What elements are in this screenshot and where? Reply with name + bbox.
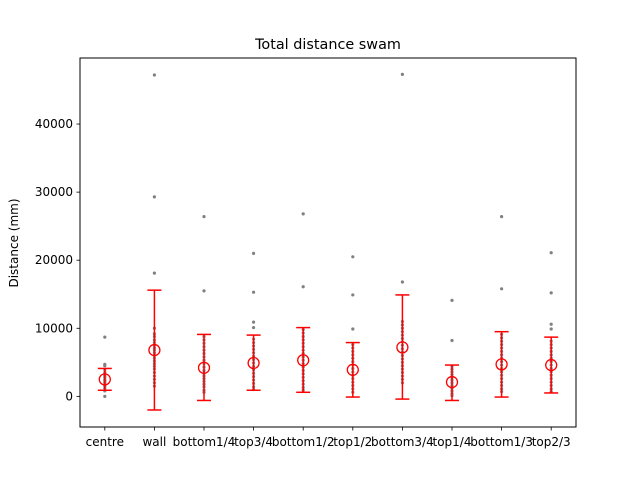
data-point (152, 271, 156, 275)
data-point (450, 298, 454, 302)
data-point (103, 364, 107, 368)
y-tick-label: 20000 (35, 253, 73, 267)
mean-marker (545, 358, 558, 372)
x-tick-label: wall (142, 435, 166, 449)
mean-marker (297, 354, 310, 367)
x-tick-label: top1/2 (333, 435, 372, 449)
data-point (400, 72, 404, 76)
data-point (351, 255, 355, 259)
x-tick-label: bottom1/4 (173, 435, 236, 449)
x-tick-label: bottom3/4 (371, 435, 434, 449)
data-point (450, 338, 454, 343)
data-point (400, 280, 404, 284)
data-point (549, 327, 553, 331)
y-tick-label: 10000 (35, 321, 73, 335)
data-point (252, 251, 256, 255)
mean-marker (396, 341, 409, 354)
x-tick-label: bottom1/2 (272, 435, 335, 449)
data-point (202, 215, 206, 219)
y-axis-label: Distance (mm) (7, 198, 21, 287)
data-point (351, 327, 355, 331)
data-point (152, 195, 156, 199)
axes-frame (79, 57, 577, 428)
data-point (103, 335, 107, 339)
mean-marker (495, 358, 508, 371)
mean-marker (445, 375, 459, 389)
data-point (252, 320, 256, 324)
x-tick-label: top1/4 (433, 435, 472, 449)
x-tick-label: centre (86, 435, 124, 449)
data-point (202, 289, 206, 293)
y-tick-label: 40000 (35, 117, 73, 131)
data-point (301, 285, 305, 289)
mean-marker (197, 361, 211, 374)
data-point (549, 291, 553, 295)
mean-marker (346, 363, 359, 376)
data-point (301, 212, 305, 216)
data-point (103, 394, 107, 398)
mean-marker (98, 373, 111, 386)
data-point (500, 287, 504, 291)
mean-marker (148, 343, 161, 357)
data-point (152, 73, 156, 77)
x-tick-label: top2/3 (532, 435, 571, 449)
data-point (549, 251, 553, 255)
y-tick-label: 0 (65, 389, 73, 403)
x-tick-label: top3/4 (234, 435, 273, 449)
plot-area: 0 10000 20000 30000 40000 centre wall bottom1/4… (35, 72, 571, 449)
y-tick-label: 30000 (35, 185, 73, 199)
data-point (252, 290, 256, 294)
data-point (549, 322, 553, 326)
data-point (351, 293, 355, 297)
data-point (252, 326, 256, 330)
data-point (500, 215, 504, 219)
x-tick-label: bottom1/3 (470, 435, 533, 449)
chart-title: Total distance swam (254, 37, 401, 53)
mean-marker (247, 356, 260, 370)
